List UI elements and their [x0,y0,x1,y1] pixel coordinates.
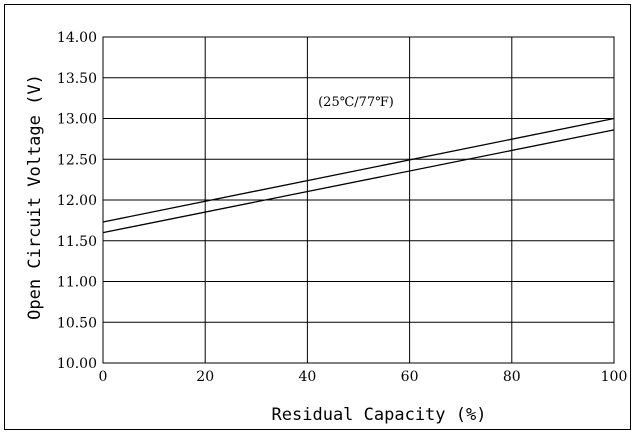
series-line [102,129,615,234]
y-tick-label: 14.00 [57,30,97,46]
plot-area [102,36,615,364]
y-tick-label: 11.00 [57,275,97,291]
y-tick-label: 10.50 [57,315,97,331]
series-line [102,117,615,223]
grid [102,36,615,364]
x-tick-label: 40 [298,369,316,385]
y-axis-ticks: 10.00 10.50 11.00 11.50 12.00 12.50 13.00 13.50… [57,30,97,372]
y-tick-label: 12.50 [57,152,97,168]
y-axis-title: Open Circuit Voltage (V) [25,74,45,320]
y-tick-label: 13.00 [57,112,97,128]
y-tick-label: 11.50 [57,234,97,250]
y-tick-label: 12.00 [57,193,97,209]
x-axis-title: Residual Capacity (%) [272,405,487,425]
series-lines [102,117,615,234]
x-tick-label: 100 [601,369,628,385]
temperature-annotation: (25℃/77℉) [318,95,394,110]
x-tick-label: 80 [503,369,521,385]
y-tick-label: 13.50 [57,71,97,87]
x-tick-label: 0 [99,369,108,385]
chart-frame [4,4,631,430]
y-tick-label: 10.00 [57,356,97,372]
x-axis-ticks: 0 20 40 60 80 100 [99,369,628,385]
x-tick-label: 60 [401,369,419,385]
x-tick-label: 20 [196,369,214,385]
